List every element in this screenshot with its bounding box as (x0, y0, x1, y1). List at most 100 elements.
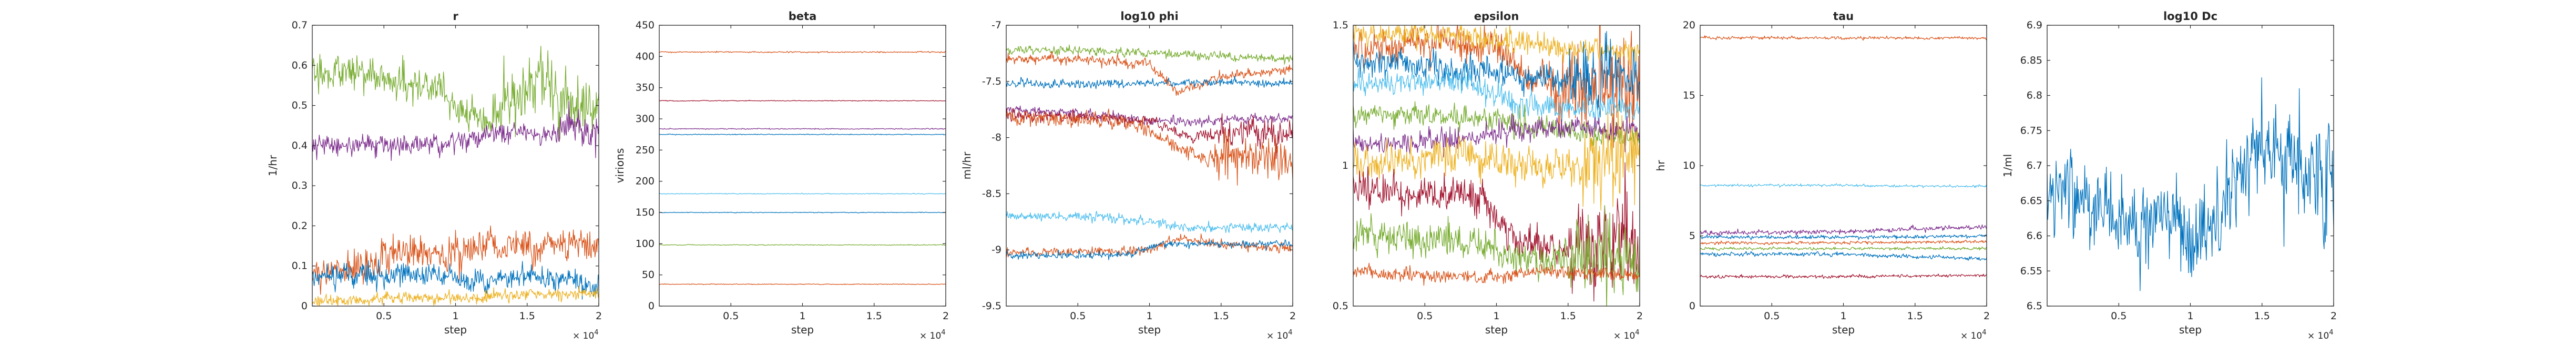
series-line-5 (1700, 239, 1987, 246)
y-tick-label: 0.7 (292, 19, 308, 31)
subplot-title: log10 Dc (2163, 10, 2217, 23)
series-line-2 (1353, 25, 1640, 66)
x-tick-label: 2 (1290, 310, 1296, 322)
x-exponent-label: × 104 (2307, 329, 2334, 341)
subplot-log10-phi: 0.5 1 1.5 2 -9.5 -9 -8.5 -8 -7.5 -7 log10 phi step ×… (960, 10, 1296, 341)
x-tick-label: 2 (943, 310, 949, 322)
y-tick-label: 0.3 (292, 180, 308, 191)
x-tick-label: 0.5 (1070, 310, 1086, 322)
y-axis-label: 1/hr (267, 155, 279, 176)
y-tick-label: 1 (1342, 160, 1348, 171)
y-axis-label: 1/ml (2001, 154, 2014, 178)
series-line-4 (312, 259, 599, 300)
x-tick-label: 1 (1146, 310, 1152, 322)
series-group (1006, 44, 1293, 260)
x-tick-label: 0.5 (723, 310, 739, 322)
y-tick-label: 250 (636, 144, 655, 156)
x-axis-label: step (1138, 323, 1161, 336)
subplot-r: 0.5 1 1.5 2 0 0.1 0.2 0.3 0.4 0.5 0.6 0.7 r step × 104… (267, 10, 602, 341)
y-tick-label: 6.55 (2020, 265, 2042, 277)
series-line-1 (1006, 44, 1293, 65)
y-tick-label: 6.6 (2027, 230, 2042, 242)
x-exponent-label: × 104 (1613, 329, 1640, 341)
x-tick-label: 0.5 (1417, 310, 1433, 322)
subplot-title: log10 phi (1120, 10, 1178, 23)
y-tick-label: 0 (1689, 300, 1695, 312)
y-axis-label: virions (614, 148, 626, 184)
series-line-4 (1006, 105, 1293, 128)
subplot-title: tau (1833, 10, 1854, 23)
series-group (1700, 35, 1987, 279)
y-tick-label: 10 (1683, 160, 1695, 171)
series-line-3 (659, 127, 946, 130)
x-tick-label: 1.5 (866, 310, 882, 322)
series-line-5 (312, 285, 599, 306)
series-line-2 (312, 100, 599, 161)
series-line-7 (1353, 104, 1640, 211)
x-tick-label: 0.5 (2111, 310, 2127, 322)
y-axis-label: ml/hr (960, 151, 973, 179)
x-axis-label: step (791, 323, 814, 336)
x-axis-label: step (1485, 323, 1508, 336)
series-line-6 (1700, 246, 1987, 251)
series-line-8 (659, 283, 946, 286)
series-group (659, 50, 946, 286)
series-line-8 (1353, 162, 1640, 302)
x-tick-label: 1.5 (2254, 310, 2270, 322)
y-tick-label: -9.5 (982, 300, 1001, 312)
x-tick-label: 2 (596, 310, 602, 322)
series-line-7 (659, 244, 946, 246)
series-group (312, 46, 599, 306)
x-axis-label: step (444, 323, 467, 336)
y-tick-label: 0.6 (292, 59, 308, 71)
y-tick-label: 0.5 (292, 100, 308, 111)
series-line-7 (1006, 211, 1293, 234)
x-tick-label: 1.5 (1560, 310, 1576, 322)
series-line-2 (1006, 51, 1293, 96)
x-tick-label: 1 (452, 310, 458, 322)
x-tick-label: 1.5 (519, 310, 535, 322)
y-tick-label: 300 (636, 113, 655, 125)
subplot-beta: 0.5 1 1.5 2 0 50 100 150 200 250 300 350 400 450 beta s… (614, 10, 949, 341)
y-tick-label: -7.5 (982, 76, 1001, 87)
series-line-1 (1353, 25, 1640, 148)
y-tick-label: 200 (636, 176, 655, 187)
series-line-9 (1006, 239, 1293, 260)
y-tick-label: 6.85 (2020, 55, 2042, 66)
series-line-3 (312, 225, 599, 295)
series-line-5 (659, 192, 946, 195)
y-tick-label: 50 (642, 269, 655, 281)
x-exponent-label: × 104 (1960, 329, 1987, 341)
y-tick-label: 0.2 (292, 220, 308, 231)
y-tick-label: -8.5 (982, 188, 1001, 199)
y-tick-label: 0 (301, 300, 308, 312)
series-line-3 (1700, 224, 1987, 237)
y-tick-label: 0.4 (292, 140, 308, 151)
series-line-1 (312, 46, 599, 142)
subplot-log10-dc: 0.5 1 1.5 2 6.5 6.55 6.6 6.65 6.7 6.75 6.8 6.85 6.9 l… (2001, 10, 2337, 341)
series-line-5 (1353, 101, 1640, 146)
x-axis-label: step (2179, 323, 2202, 336)
series-line-4 (1700, 234, 1987, 240)
y-tick-label: 6.75 (2020, 125, 2042, 136)
x-tick-label: 1.5 (1907, 310, 1923, 322)
series-line-10 (1353, 262, 1640, 286)
series-line-3 (1353, 31, 1640, 118)
subplot-title: beta (789, 10, 816, 23)
series-line-2 (659, 99, 946, 102)
x-exponent-label: × 104 (1266, 329, 1293, 341)
y-tick-label: 6.7 (2027, 160, 2042, 171)
y-tick-label: 6.8 (2027, 90, 2042, 102)
series-line-6 (1353, 113, 1640, 158)
series-group (2047, 77, 2334, 291)
x-tick-label: 2 (1637, 310, 1643, 322)
y-tick-label: 450 (636, 19, 655, 31)
y-tick-label: 15 (1683, 90, 1695, 102)
y-tick-label: -9 (991, 244, 1001, 256)
y-tick-label: 0.5 (1333, 300, 1348, 312)
y-tick-label: 6.65 (2020, 195, 2042, 207)
y-tick-label: -7 (991, 19, 1001, 31)
series-line-6 (659, 211, 946, 214)
series-line-7 (1700, 251, 1987, 261)
x-tick-label: 1.5 (1213, 310, 1229, 322)
